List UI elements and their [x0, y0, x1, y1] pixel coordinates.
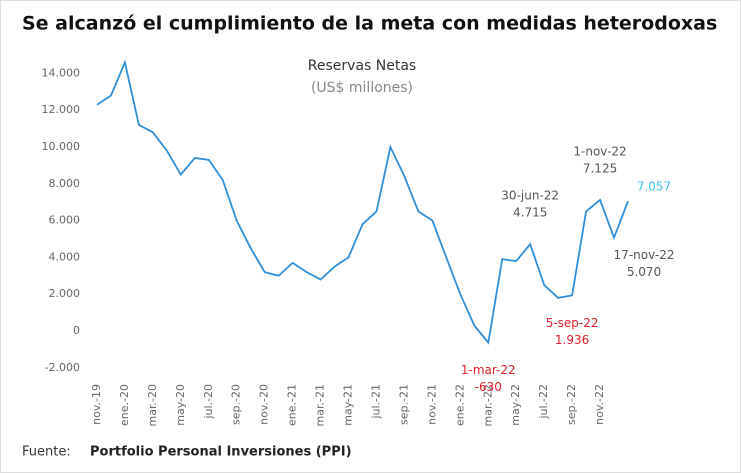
- data-line: [96, 59, 629, 345]
- annotation-date: 1-mar-22: [461, 363, 516, 377]
- annotation-value: 1.936: [555, 333, 589, 347]
- y-tick-label: 0: [73, 324, 80, 337]
- y-tick-label: 10.000: [42, 140, 81, 153]
- annotation-value: 4.715: [513, 206, 547, 220]
- y-tick-label: 6.000: [49, 214, 81, 227]
- chart-title: Se alcanzó el cumplimiento de la meta co…: [22, 13, 717, 35]
- x-tick-label: sep.-21: [397, 384, 410, 425]
- y-tick-label: 12.000: [42, 103, 81, 116]
- x-tick-label: may-21: [342, 384, 355, 426]
- unit-label: (US$ millones): [311, 80, 413, 96]
- x-tick-label: mar.-22: [481, 384, 494, 426]
- x-tick-label: may-20: [174, 384, 187, 426]
- annotation-value: 5.070: [627, 265, 661, 279]
- x-tick-label: nov.-20: [258, 384, 271, 425]
- y-tick-label: 2.000: [49, 287, 81, 300]
- y-tick-label: 4.000: [49, 250, 81, 263]
- annotation-value: 7.057: [637, 180, 671, 194]
- x-tick-label: nov.-19: [90, 384, 103, 425]
- x-tick-label: jul.-22: [537, 384, 550, 420]
- x-tick-label: mar.-21: [314, 384, 327, 426]
- x-tick-label: sep.-20: [230, 384, 243, 425]
- x-tick-label: mar.-20: [146, 384, 159, 426]
- source-label: Fuente:: [22, 445, 71, 460]
- x-tick-label: jul.-20: [202, 384, 215, 420]
- x-tick-label: ene.-22: [453, 384, 466, 426]
- annotation-date: 1-nov-22: [573, 144, 626, 158]
- x-tick-label: ene.-20: [118, 384, 131, 426]
- y-tick-label: -2.000: [45, 361, 80, 374]
- annotation-value: -630: [475, 380, 502, 394]
- subtitle: Reservas Netas: [308, 58, 416, 74]
- x-tick-label: nov.-21: [425, 384, 438, 425]
- annotation-date: 17-nov-22: [614, 248, 675, 262]
- x-tick-label: nov.-22: [593, 384, 606, 425]
- y-tick-label: 8.000: [49, 177, 81, 190]
- x-tick-label: jul.-21: [369, 384, 382, 420]
- annotation-value: 7.125: [583, 161, 617, 175]
- annotation-date: 30-jun-22: [501, 189, 559, 203]
- y-tick-label: 14.000: [42, 66, 81, 79]
- x-tick-label: ene.-21: [286, 384, 299, 426]
- x-tick-label: sep.-22: [565, 384, 578, 425]
- source: Portfolio Personal Inversiones (PPI): [90, 445, 352, 460]
- x-tick-label: may-22: [509, 384, 522, 426]
- annotation-date: 5-sep-22: [546, 316, 599, 330]
